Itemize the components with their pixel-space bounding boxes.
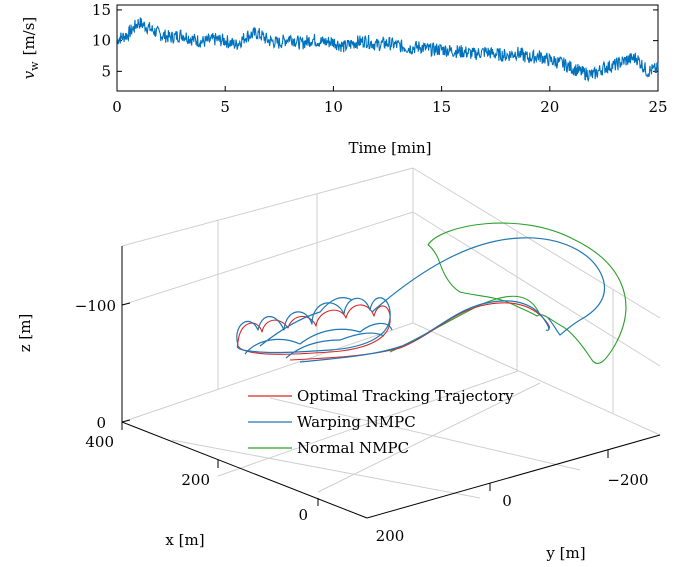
wind-speed-series — [116, 17, 659, 83]
normal-nmpc-trajectory — [389, 222, 627, 364]
z-tick-label: −100 — [75, 297, 116, 315]
y-tick-label: 200 — [376, 527, 405, 545]
top-x-tick-label: 20 — [540, 98, 559, 116]
floor-grid-3 — [171, 439, 481, 499]
top-y-axis-label: vw [m/s] — [20, 17, 41, 80]
x-tick-label: 200 — [181, 471, 210, 489]
wall-top-right — [412, 167, 661, 319]
y-label-unit: [m/s] — [20, 17, 38, 56]
y-label-subscript: w — [28, 61, 41, 71]
trajectories — [236, 222, 627, 364]
top-y-tick-label: 10 — [92, 32, 111, 50]
y-label-symbol: v — [20, 70, 38, 79]
x-tick-label: 0 — [298, 506, 308, 524]
svg-text:y [m]: y [m] — [545, 544, 585, 562]
x-axis-label: x [m] — [165, 531, 204, 549]
legend-entry-optimal: Optimal Tracking Trajectory — [297, 387, 514, 405]
legend-entry-normal: Normal NMPC — [297, 439, 409, 457]
top-x-tick-label: 5 — [220, 98, 230, 116]
x-tick-label: 400 — [85, 433, 114, 451]
top-y-ticks: 5 10 15 — [92, 1, 658, 80]
wall-top-left — [121, 167, 414, 247]
z-tick-mark-1 — [121, 302, 131, 306]
top-x-tick-label: 10 — [324, 98, 343, 116]
floor-grid-4 — [269, 397, 581, 471]
x-axis — [121, 421, 368, 519]
z-axis-label: z [m] — [16, 314, 34, 353]
top-x-axis-label: Time [min] — [348, 139, 431, 157]
legend-entry-warping: Warping NMPC — [297, 413, 416, 431]
legend: Optimal Tracking Trajectory Warping NMPC… — [248, 387, 514, 457]
y-axis — [366, 434, 661, 519]
grid-walls — [121, 167, 661, 499]
y-axis-label: y [m] — [545, 544, 585, 562]
top-y-tick-label: 5 — [101, 62, 111, 80]
warping-nmpc-trajectory — [236, 237, 606, 363]
top-x-tick-label: 0 — [112, 98, 122, 116]
wall-floor-left — [121, 322, 414, 423]
z-tick-label: 0 — [96, 414, 106, 432]
z-tick-mark-2 — [121, 419, 131, 423]
svg-text:x [m]: x [m] — [165, 531, 204, 549]
top-x-ticks: 0 5 10 15 20 25 — [112, 86, 668, 116]
floor-grid-2 — [317, 382, 541, 493]
y-tick-label: −200 — [607, 471, 648, 489]
grid-h-right — [412, 211, 661, 367]
optimal-tracking-trajectory — [236, 302, 551, 361]
top-x-tick-label: 25 — [648, 98, 667, 116]
axes-3d — [121, 246, 661, 519]
svg-text:z [m]: z [m] — [16, 314, 34, 353]
trajectory-3d-plot: −100 0 0 200 400 −200 0 200 x [m] y [m] … — [16, 167, 661, 562]
svg-text:vw[m/s]: vw [m/s] — [20, 17, 41, 80]
top-x-tick-label: 15 — [432, 98, 451, 116]
y-tick-label: 0 — [502, 492, 512, 510]
wall-floor-right — [412, 322, 661, 436]
top-y-tick-label: 15 — [92, 1, 111, 19]
grid-h-left — [121, 211, 414, 306]
top-plot-frame — [116, 4, 659, 92]
